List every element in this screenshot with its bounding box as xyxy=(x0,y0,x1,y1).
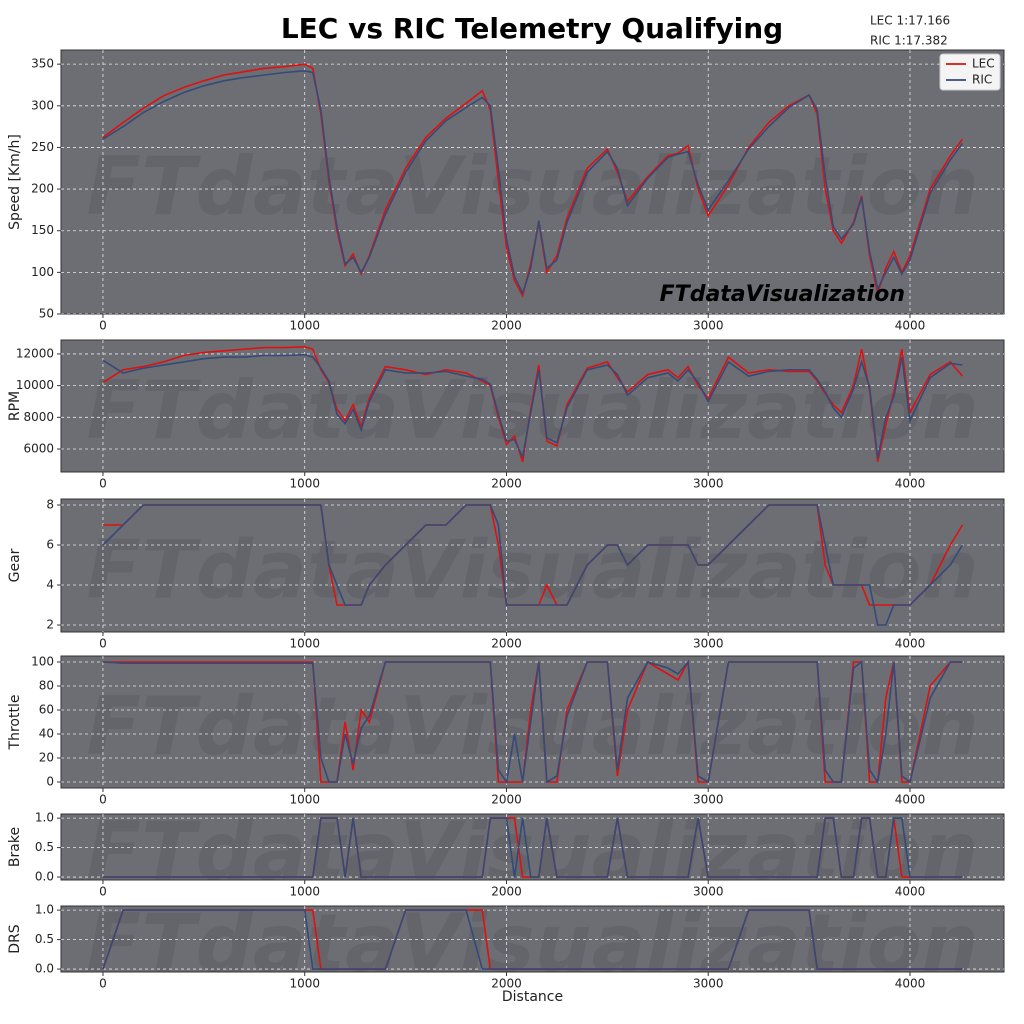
y-tick-label: 100 xyxy=(31,265,54,279)
x-tick-label: 3000 xyxy=(693,319,724,333)
logo: FTdataVisualization xyxy=(660,282,905,307)
lap-time: RIC 1:17.382 xyxy=(870,34,948,48)
y-tick-label: 50 xyxy=(39,307,54,321)
lap-time: LEC 1:17.166 xyxy=(870,14,950,28)
y-tick-label: 60 xyxy=(39,703,54,717)
x-tick-label: 1000 xyxy=(289,977,320,991)
watermark: FTdataVisualization xyxy=(86,805,978,898)
x-tick-label: 2000 xyxy=(491,477,522,491)
plot-area xyxy=(60,813,1005,881)
y-tick-label: 0.5 xyxy=(35,840,54,854)
x-tick-label: 4000 xyxy=(895,977,926,991)
series-line xyxy=(102,909,963,970)
x-tick-label: 2000 xyxy=(491,793,522,807)
plot: FTdataVisualization xyxy=(61,340,1004,472)
y-tick-label: 100 xyxy=(31,655,54,669)
y-tick-label: 0.0 xyxy=(35,870,54,884)
chart-title: LEC vs RIC Telemetry Qualifying xyxy=(281,12,783,45)
x-tick-label: 1000 xyxy=(289,477,320,491)
y-tick-label: 200 xyxy=(31,182,54,196)
y-tick-label: 4 xyxy=(46,578,54,592)
y-tick-label: 150 xyxy=(31,223,54,237)
y-tick-label: 20 xyxy=(39,751,54,765)
x-tick-label: 3000 xyxy=(693,885,724,899)
legend-box xyxy=(939,53,1001,91)
legend-label: RIC xyxy=(972,73,992,87)
y-tick-label: 12000 xyxy=(16,346,54,360)
watermark: FTdataVisualization xyxy=(86,523,978,616)
watermark: FTdataVisualization xyxy=(86,140,978,233)
y-axis-label: RPM xyxy=(7,391,23,421)
x-tick-label: 3000 xyxy=(693,477,724,491)
watermark: FTdataVisualization xyxy=(86,680,978,773)
y-tick-label: 6 xyxy=(46,538,54,552)
y-tick-label: 1.0 xyxy=(35,903,54,917)
x-tick-label: 3000 xyxy=(693,793,724,807)
x-tick-label: 2000 xyxy=(491,885,522,899)
x-tick-label: 3000 xyxy=(693,637,724,651)
series-line xyxy=(102,63,964,298)
x-tick-label: 3000 xyxy=(693,977,724,991)
x-tick-label: 0 xyxy=(99,637,107,651)
x-tick-label: 0 xyxy=(99,977,107,991)
plot-area xyxy=(60,905,1005,973)
y-tick-label: 8 xyxy=(46,498,54,512)
plot: FTdataVisualization xyxy=(61,897,1004,990)
x-tick-label: 0 xyxy=(99,477,107,491)
y-axis-label: DRS xyxy=(7,924,23,954)
y-tick-label: 0.0 xyxy=(35,962,54,976)
x-tick-label: 2000 xyxy=(491,319,522,333)
y-tick-label: 300 xyxy=(31,98,54,112)
watermark: FTdataVisualization xyxy=(86,897,978,990)
plot-area xyxy=(60,49,1005,315)
y-tick-label: 2 xyxy=(46,618,54,632)
y-tick-label: 0 xyxy=(46,775,54,789)
series-line xyxy=(102,660,963,785)
x-tick-label: 4000 xyxy=(895,319,926,333)
x-tick-label: 4000 xyxy=(895,637,926,651)
watermark: FTdataVisualization xyxy=(86,364,978,457)
plot: FTdataVisualization xyxy=(61,499,1004,632)
y-tick-label: 1.0 xyxy=(35,811,54,825)
x-tick-label: 4000 xyxy=(895,885,926,899)
plot: FTdataVisualization xyxy=(61,50,1004,314)
plot-area xyxy=(60,498,1005,633)
x-tick-label: 0 xyxy=(99,885,107,899)
x-tick-label: 1000 xyxy=(289,885,320,899)
y-tick-label: 80 xyxy=(39,679,54,693)
y-axis-label: Gear xyxy=(7,548,23,582)
series-line xyxy=(102,69,964,296)
x-tick-label: 1000 xyxy=(289,319,320,333)
x-tick-label: 0 xyxy=(99,793,107,807)
series-line xyxy=(102,504,964,626)
x-tick-label: 4000 xyxy=(895,477,926,491)
x-tick-label: 2000 xyxy=(491,977,522,991)
legend-label: LEC xyxy=(972,57,995,71)
series-line xyxy=(102,353,963,460)
y-tick-label: 350 xyxy=(31,57,54,71)
y-axis-label: Brake xyxy=(7,827,23,867)
x-axis-label: Distance xyxy=(502,989,563,1005)
y-tick-label: 40 xyxy=(39,727,54,741)
plot: FTdataVisualization xyxy=(61,805,1004,898)
y-axis-label: Speed [Km/h] xyxy=(7,134,23,230)
y-tick-label: 0.5 xyxy=(35,932,54,946)
y-axis-label: Throttle xyxy=(7,695,23,751)
x-tick-label: 1000 xyxy=(289,637,320,651)
x-tick-label: 0 xyxy=(99,319,107,333)
series-line xyxy=(102,345,964,462)
x-tick-label: 4000 xyxy=(895,793,926,807)
y-tick-label: 6000 xyxy=(23,442,54,456)
x-tick-label: 1000 xyxy=(289,793,320,807)
plot: FTdataVisualization xyxy=(61,656,1004,788)
y-tick-label: 10000 xyxy=(16,378,54,392)
x-tick-label: 2000 xyxy=(491,637,522,651)
y-tick-label: 8000 xyxy=(23,410,54,424)
y-tick-label: 250 xyxy=(31,140,54,154)
series-line xyxy=(103,817,963,878)
